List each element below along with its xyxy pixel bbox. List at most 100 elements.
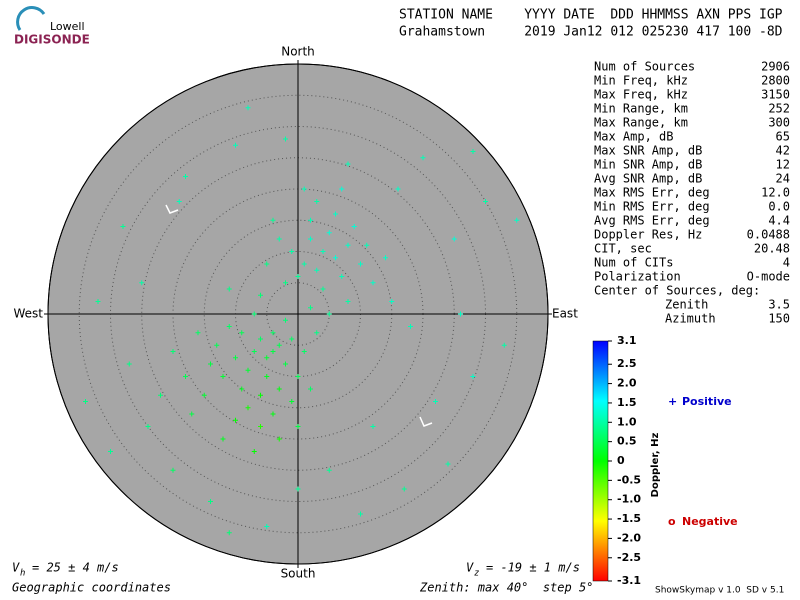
- source: [301, 186, 307, 192]
- colorbar-tick-label: 0: [617, 454, 625, 467]
- source: [264, 355, 270, 361]
- source: [233, 355, 238, 361]
- source: [270, 330, 276, 336]
- colorbar-tick-label: 2.5: [617, 357, 637, 370]
- coords: Geographic coordinates: [12, 581, 171, 595]
- source: [314, 199, 320, 204]
- stat-label: Max SNR Amp, dB: [594, 144, 702, 158]
- stat-label: Max RMS Err, deg: [594, 186, 710, 200]
- source: [226, 530, 232, 536]
- stat-label: Num of Sources: [594, 60, 695, 74]
- stat-label: Min Range, km: [594, 102, 688, 116]
- colorbar: [592, 340, 609, 582]
- source: [433, 399, 438, 404]
- stat-label: Min Freq, kHz: [594, 74, 688, 88]
- stat-label: CIT, sec: [594, 242, 652, 256]
- source: [226, 286, 232, 292]
- stat-value: 12.0: [761, 186, 790, 200]
- source: [258, 292, 263, 298]
- stat-value: 3150: [761, 88, 790, 102]
- source: [264, 524, 270, 529]
- stat-value: 2800: [761, 74, 790, 88]
- source: [401, 486, 407, 492]
- source: [258, 336, 263, 342]
- source: [283, 317, 288, 323]
- source: [289, 399, 295, 404]
- source: [351, 224, 357, 229]
- vh-symbol: V: [12, 561, 20, 575]
- source: [295, 374, 301, 379]
- colorbar-tick-label: -1.0: [617, 493, 641, 506]
- colorbar-tick-label: -3.1: [617, 574, 641, 587]
- north-label: North: [281, 45, 315, 59]
- source: [345, 242, 351, 248]
- source: [226, 324, 232, 329]
- center-label: Zenith: [665, 298, 708, 312]
- source: [108, 449, 113, 454]
- vz-sub: z: [474, 569, 479, 579]
- colorbar-tick-label: 3.1: [617, 334, 637, 347]
- stat-value: 42: [776, 144, 790, 158]
- stat-value: 12: [776, 158, 790, 172]
- source: [314, 267, 320, 273]
- source: [383, 255, 388, 261]
- stat-value: O-mode: [747, 270, 790, 284]
- colorbar-tick-label: 1.5: [617, 396, 637, 409]
- source: [264, 261, 270, 267]
- legend-negative: Negative: [682, 515, 738, 528]
- center-value: 3.5: [768, 298, 790, 312]
- header-labels: STATION NAME YYYY DATE DDD HHMMSS AXN PP…: [399, 8, 783, 23]
- stat-label: Polarization: [594, 270, 681, 284]
- source: [358, 511, 363, 517]
- source: [370, 280, 376, 286]
- source: [295, 274, 301, 279]
- legend-positive: Positive: [682, 395, 732, 408]
- colorbar-tick-label: 2.0: [617, 377, 637, 390]
- source: [183, 374, 188, 379]
- source: [270, 217, 276, 223]
- vh-text: = 25 ± 4 m/s: [32, 561, 119, 575]
- source: [345, 161, 351, 167]
- source: [251, 311, 257, 317]
- source: [270, 411, 276, 417]
- header-values: Grahamstown 2019 Jan12 012 025230 417 10…: [399, 25, 783, 40]
- stat-value: 2906: [761, 60, 790, 74]
- source: [258, 392, 263, 398]
- source: [233, 417, 238, 423]
- source: [501, 342, 507, 348]
- source: [326, 230, 332, 236]
- stat-label: Min SNR Amp, dB: [594, 158, 702, 172]
- source: [245, 105, 251, 111]
- center-title: Center of Sources, deg:: [594, 284, 760, 298]
- source: [483, 199, 488, 204]
- source: [308, 386, 313, 392]
- source: [283, 361, 288, 367]
- source: [276, 436, 282, 442]
- source: [170, 467, 176, 473]
- source: [339, 186, 345, 192]
- colorbar-tick-label: -1.5: [617, 512, 641, 525]
- antenna-marks: [165, 204, 433, 427]
- source: [208, 361, 213, 367]
- source: [170, 349, 176, 354]
- source: [395, 186, 401, 192]
- stat-label: Avg SNR Amp, dB: [594, 172, 702, 186]
- source: [83, 399, 88, 404]
- source: [233, 142, 238, 148]
- source: [189, 411, 195, 417]
- source: [389, 299, 395, 304]
- source: [139, 280, 145, 286]
- colorbar-tick-label: -2.5: [617, 551, 641, 564]
- source: [320, 286, 326, 292]
- source: [195, 330, 201, 336]
- source: [364, 242, 370, 248]
- source: [408, 324, 413, 329]
- source: [276, 386, 282, 392]
- logo-top: Lowell: [50, 20, 85, 33]
- stat-value: 4.4: [768, 214, 790, 228]
- source: [270, 349, 276, 354]
- source: [126, 361, 132, 367]
- source: [239, 386, 245, 392]
- source: [295, 486, 301, 492]
